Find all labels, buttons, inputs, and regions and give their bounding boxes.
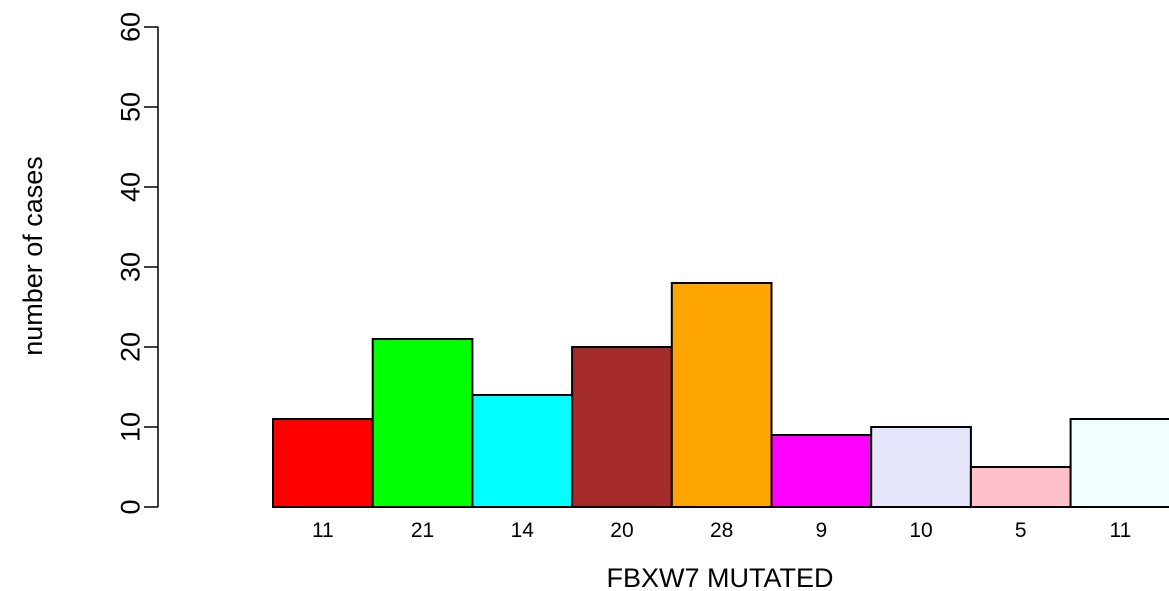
x-tick-label: 5: [1015, 519, 1027, 542]
bar: [770, 434, 873, 508]
x-tick-label: 11: [312, 519, 334, 542]
bars: [272, 282, 1169, 508]
x-tick-label: 10: [909, 519, 932, 542]
x-tick-labels: 11 21 14 20 28 9 10 5 11: [312, 519, 1131, 542]
x-tick-label: 14: [511, 519, 535, 542]
bar: [870, 426, 972, 508]
y-tick-label: 30: [115, 252, 145, 282]
y-axis: 0 10 20 30 40 50 60: [115, 12, 159, 515]
bar: [471, 394, 574, 508]
x-tick-label: 20: [610, 519, 633, 542]
bar: [1069, 418, 1169, 508]
y-tick-label: 10: [115, 412, 145, 442]
x-tick-label: 11: [1110, 519, 1132, 542]
x-tick-label: 28: [710, 519, 733, 542]
bar: [969, 466, 1072, 508]
y-tick-label: 60: [115, 12, 145, 42]
bar: [371, 338, 474, 508]
bar: [670, 282, 773, 508]
y-tick-label: 50: [115, 92, 145, 122]
y-tick-label: 20: [115, 332, 145, 362]
y-tick-label: 0: [115, 499, 145, 514]
bar: [571, 346, 673, 508]
bar: [272, 418, 374, 508]
x-axis-label: FBXW7 MUTATED: [607, 563, 834, 591]
y-tick-label: 40: [115, 172, 145, 202]
y-axis-label: number of cases: [18, 156, 48, 356]
x-tick-label: 21: [411, 519, 434, 542]
x-tick-label: 9: [816, 519, 828, 542]
